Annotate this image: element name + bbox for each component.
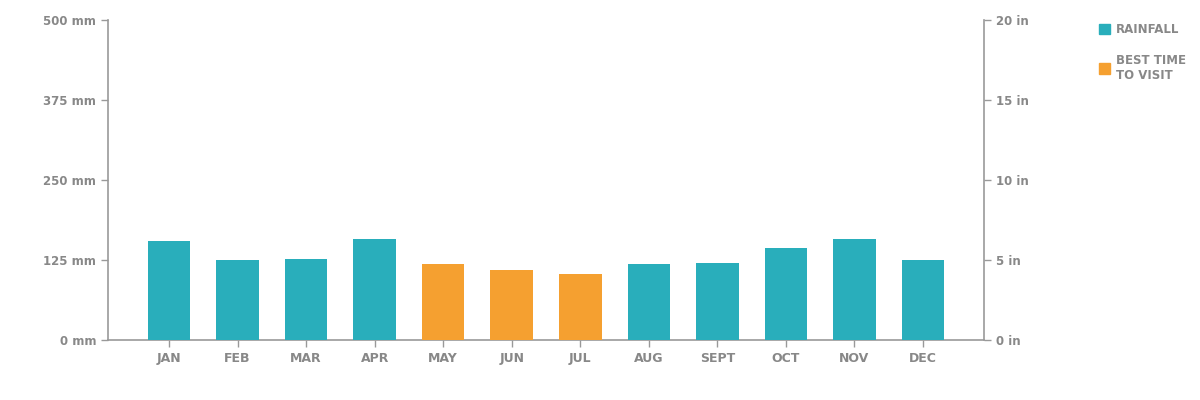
Bar — [354, 239, 396, 340]
Bar — [628, 264, 670, 340]
Bar — [559, 274, 601, 340]
Bar — [422, 264, 464, 340]
Bar — [284, 259, 328, 340]
Bar — [901, 260, 944, 340]
Bar — [216, 260, 259, 340]
Bar — [491, 270, 533, 340]
Bar — [696, 263, 738, 340]
Bar — [148, 241, 191, 340]
Bar — [833, 239, 876, 340]
Legend: RAINFALL, BEST TIME
TO VISIT: RAINFALL, BEST TIME TO VISIT — [1096, 20, 1190, 85]
Bar — [764, 248, 808, 340]
